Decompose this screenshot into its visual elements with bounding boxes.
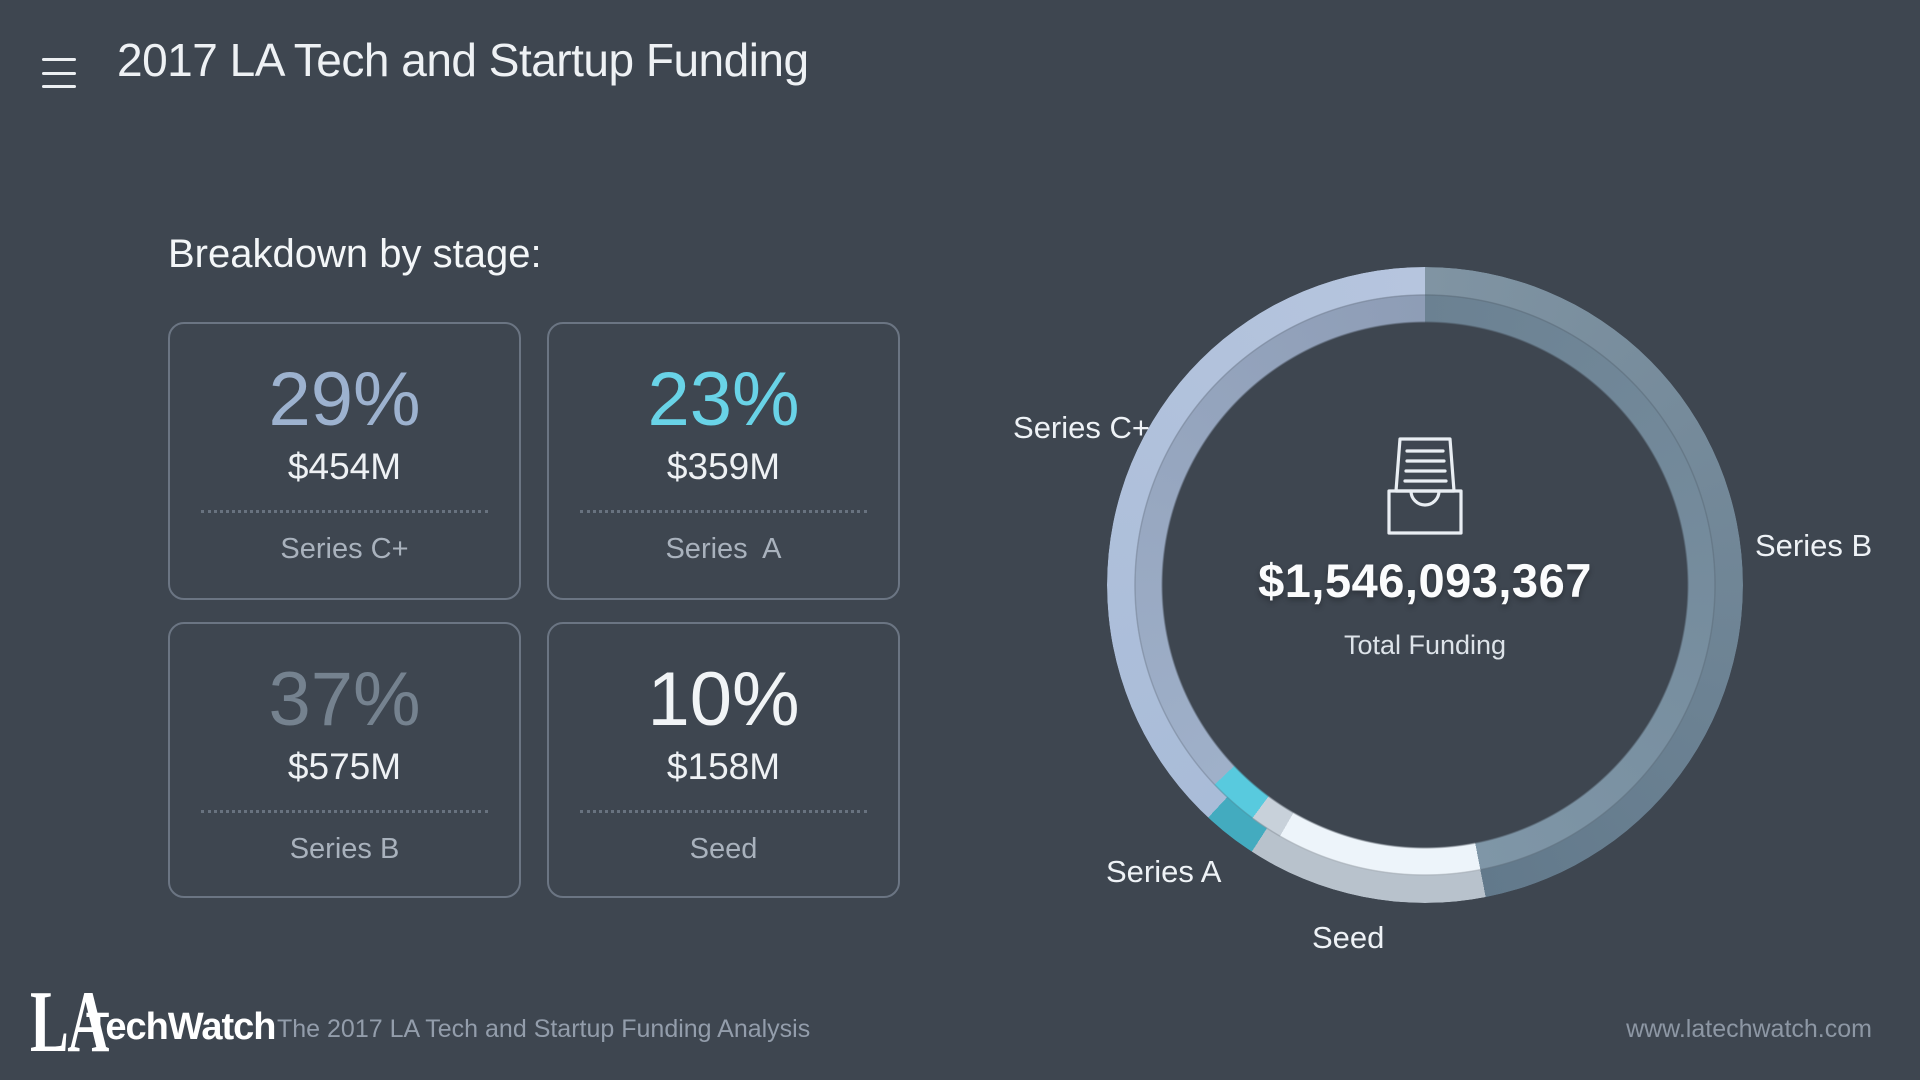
stage-percent: 10%: [647, 657, 800, 742]
latechwatch-brand: TechWatch: [86, 1006, 276, 1048]
funding-donut-chart: $1,546,093,367 Total Funding: [1107, 267, 1743, 903]
stage-card-seed: 10% $158M Seed: [547, 622, 900, 898]
donut-label-series-b: Series B: [1755, 528, 1873, 563]
donut-label-series-c-plus: Series C+: [1013, 410, 1150, 445]
donut-label-series-a: Series A: [1106, 854, 1222, 889]
stage-label: Series A: [665, 533, 782, 565]
total-funding-label: Total Funding: [1343, 630, 1507, 660]
stage-label: Seed: [689, 833, 758, 865]
stage-percent: 23%: [647, 357, 800, 442]
dotted-divider: [580, 810, 867, 813]
dotted-divider: [201, 810, 488, 813]
footer-tagline: The 2017 LA Tech and Startup Funding Ana…: [277, 1015, 811, 1043]
page-title: 2017 LA Tech and Startup Funding: [117, 34, 809, 86]
donut-center: $1,546,093,367 Total Funding: [1107, 267, 1743, 903]
hamburger-bar: [42, 58, 76, 61]
stage-card-series-a: 23% $359M Series A: [547, 322, 900, 600]
stage-amount: $359M: [666, 446, 781, 487]
donut-ring-inner: [1107, 267, 1743, 903]
total-funding-value: $1,546,093,367: [1258, 554, 1592, 607]
dotted-divider: [580, 510, 867, 513]
hamburger-bar: [42, 85, 76, 88]
stage-cards: 29% $454M Series C+ 23% $359M Series A 3…: [168, 322, 900, 898]
hamburger-menu-icon[interactable]: [42, 58, 76, 88]
stage-percent: 37%: [268, 657, 421, 742]
latechwatch-logo-mark: LA: [30, 974, 109, 1071]
stage-card-series-c-plus: 29% $454M Series C+: [168, 322, 521, 600]
footer-website-url: www.latechwatch.com: [1626, 1015, 1872, 1043]
inbox-tray-icon: [1387, 437, 1463, 535]
stage-amount: $454M: [287, 446, 402, 487]
stage-label: Series B: [289, 833, 400, 865]
stage-amount: $158M: [666, 746, 781, 787]
stage-card-series-b: 37% $575M Series B: [168, 622, 521, 898]
stage-percent: 29%: [268, 357, 421, 442]
dotted-divider: [201, 510, 488, 513]
donut-label-seed: Seed: [1312, 920, 1385, 955]
stage-amount: $575M: [287, 746, 402, 787]
breakdown-heading: Breakdown by stage:: [168, 232, 542, 276]
stage-label: Series C+: [280, 533, 409, 565]
hamburger-bar: [42, 71, 76, 75]
